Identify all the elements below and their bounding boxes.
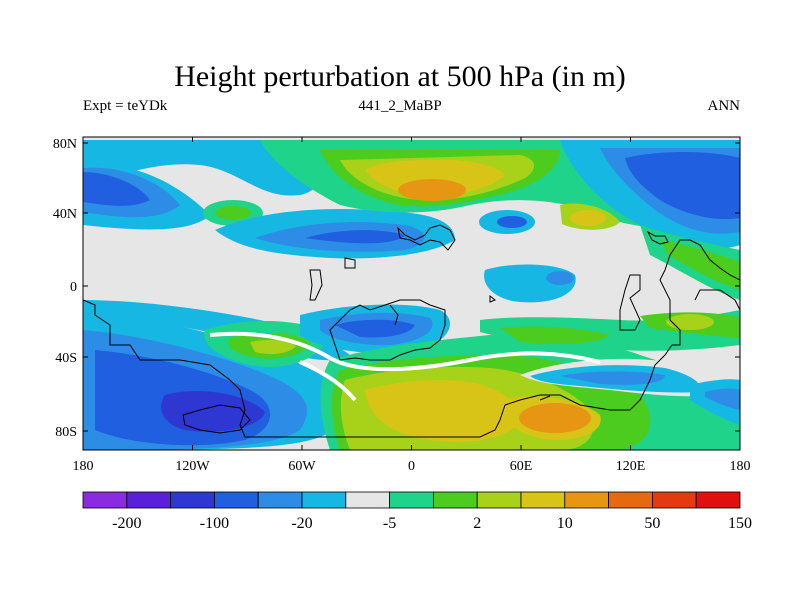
colorbar-label: -5 bbox=[383, 515, 396, 532]
contour-field bbox=[83, 137, 740, 450]
lat-tick-label: 40N bbox=[53, 207, 77, 222]
lat-tick-label: 80S bbox=[55, 425, 77, 440]
colorbar-swatch bbox=[301, 491, 347, 509]
lon-tick-label: 180 bbox=[730, 459, 751, 474]
colorbar-label: -100 bbox=[200, 515, 229, 532]
lon-tick-label: 180 bbox=[73, 459, 94, 474]
lat-tick-label: 40S bbox=[55, 351, 77, 366]
colorbar-swatch bbox=[345, 491, 390, 509]
colorbar: -200 -100 -20 -5 2 10 50 150 bbox=[82, 491, 752, 532]
colorbar-label: 50 bbox=[644, 515, 660, 532]
colorbar-swatch bbox=[608, 491, 653, 509]
colorbar-swatch bbox=[213, 491, 259, 509]
colorbar-swatch bbox=[389, 491, 434, 509]
colorbar-swatch bbox=[520, 491, 566, 509]
colorbar-swatch bbox=[257, 491, 303, 509]
case-label: 441_2_MaBP bbox=[358, 98, 442, 114]
colorbar-swatch bbox=[564, 491, 609, 509]
colorbar-label: -20 bbox=[291, 515, 312, 532]
lon-tick-label: 120E bbox=[616, 459, 646, 474]
colorbar-label: 2 bbox=[473, 515, 481, 532]
lon-tick-label: 60W bbox=[288, 459, 316, 474]
colorbar-swatch bbox=[170, 491, 215, 509]
colorbar-swatch bbox=[695, 491, 741, 509]
lat-tick-label: 0 bbox=[70, 280, 77, 295]
colorbar-swatch bbox=[432, 491, 478, 509]
colorbar-swatch bbox=[652, 491, 697, 509]
lon-tick-label: 120W bbox=[175, 459, 210, 474]
season-label: ANN bbox=[707, 98, 741, 114]
experiment-label: Expt = teYDk bbox=[83, 98, 168, 114]
lon-tick-label: 0 bbox=[408, 459, 415, 474]
colorbar-swatch bbox=[476, 491, 522, 509]
colorbar-label: 10 bbox=[557, 515, 573, 532]
lat-tick-label: 80N bbox=[53, 137, 77, 152]
lon-tick-label: 60E bbox=[510, 459, 533, 474]
coastlines bbox=[83, 224, 740, 438]
colorbar-swatch bbox=[126, 491, 172, 509]
map-title: Height perturbation at 500 hPa (in m) bbox=[174, 60, 626, 93]
colorbar-label: 150 bbox=[728, 515, 752, 532]
colorbar-swatch bbox=[82, 491, 128, 509]
colorbar-label: -200 bbox=[112, 515, 141, 532]
